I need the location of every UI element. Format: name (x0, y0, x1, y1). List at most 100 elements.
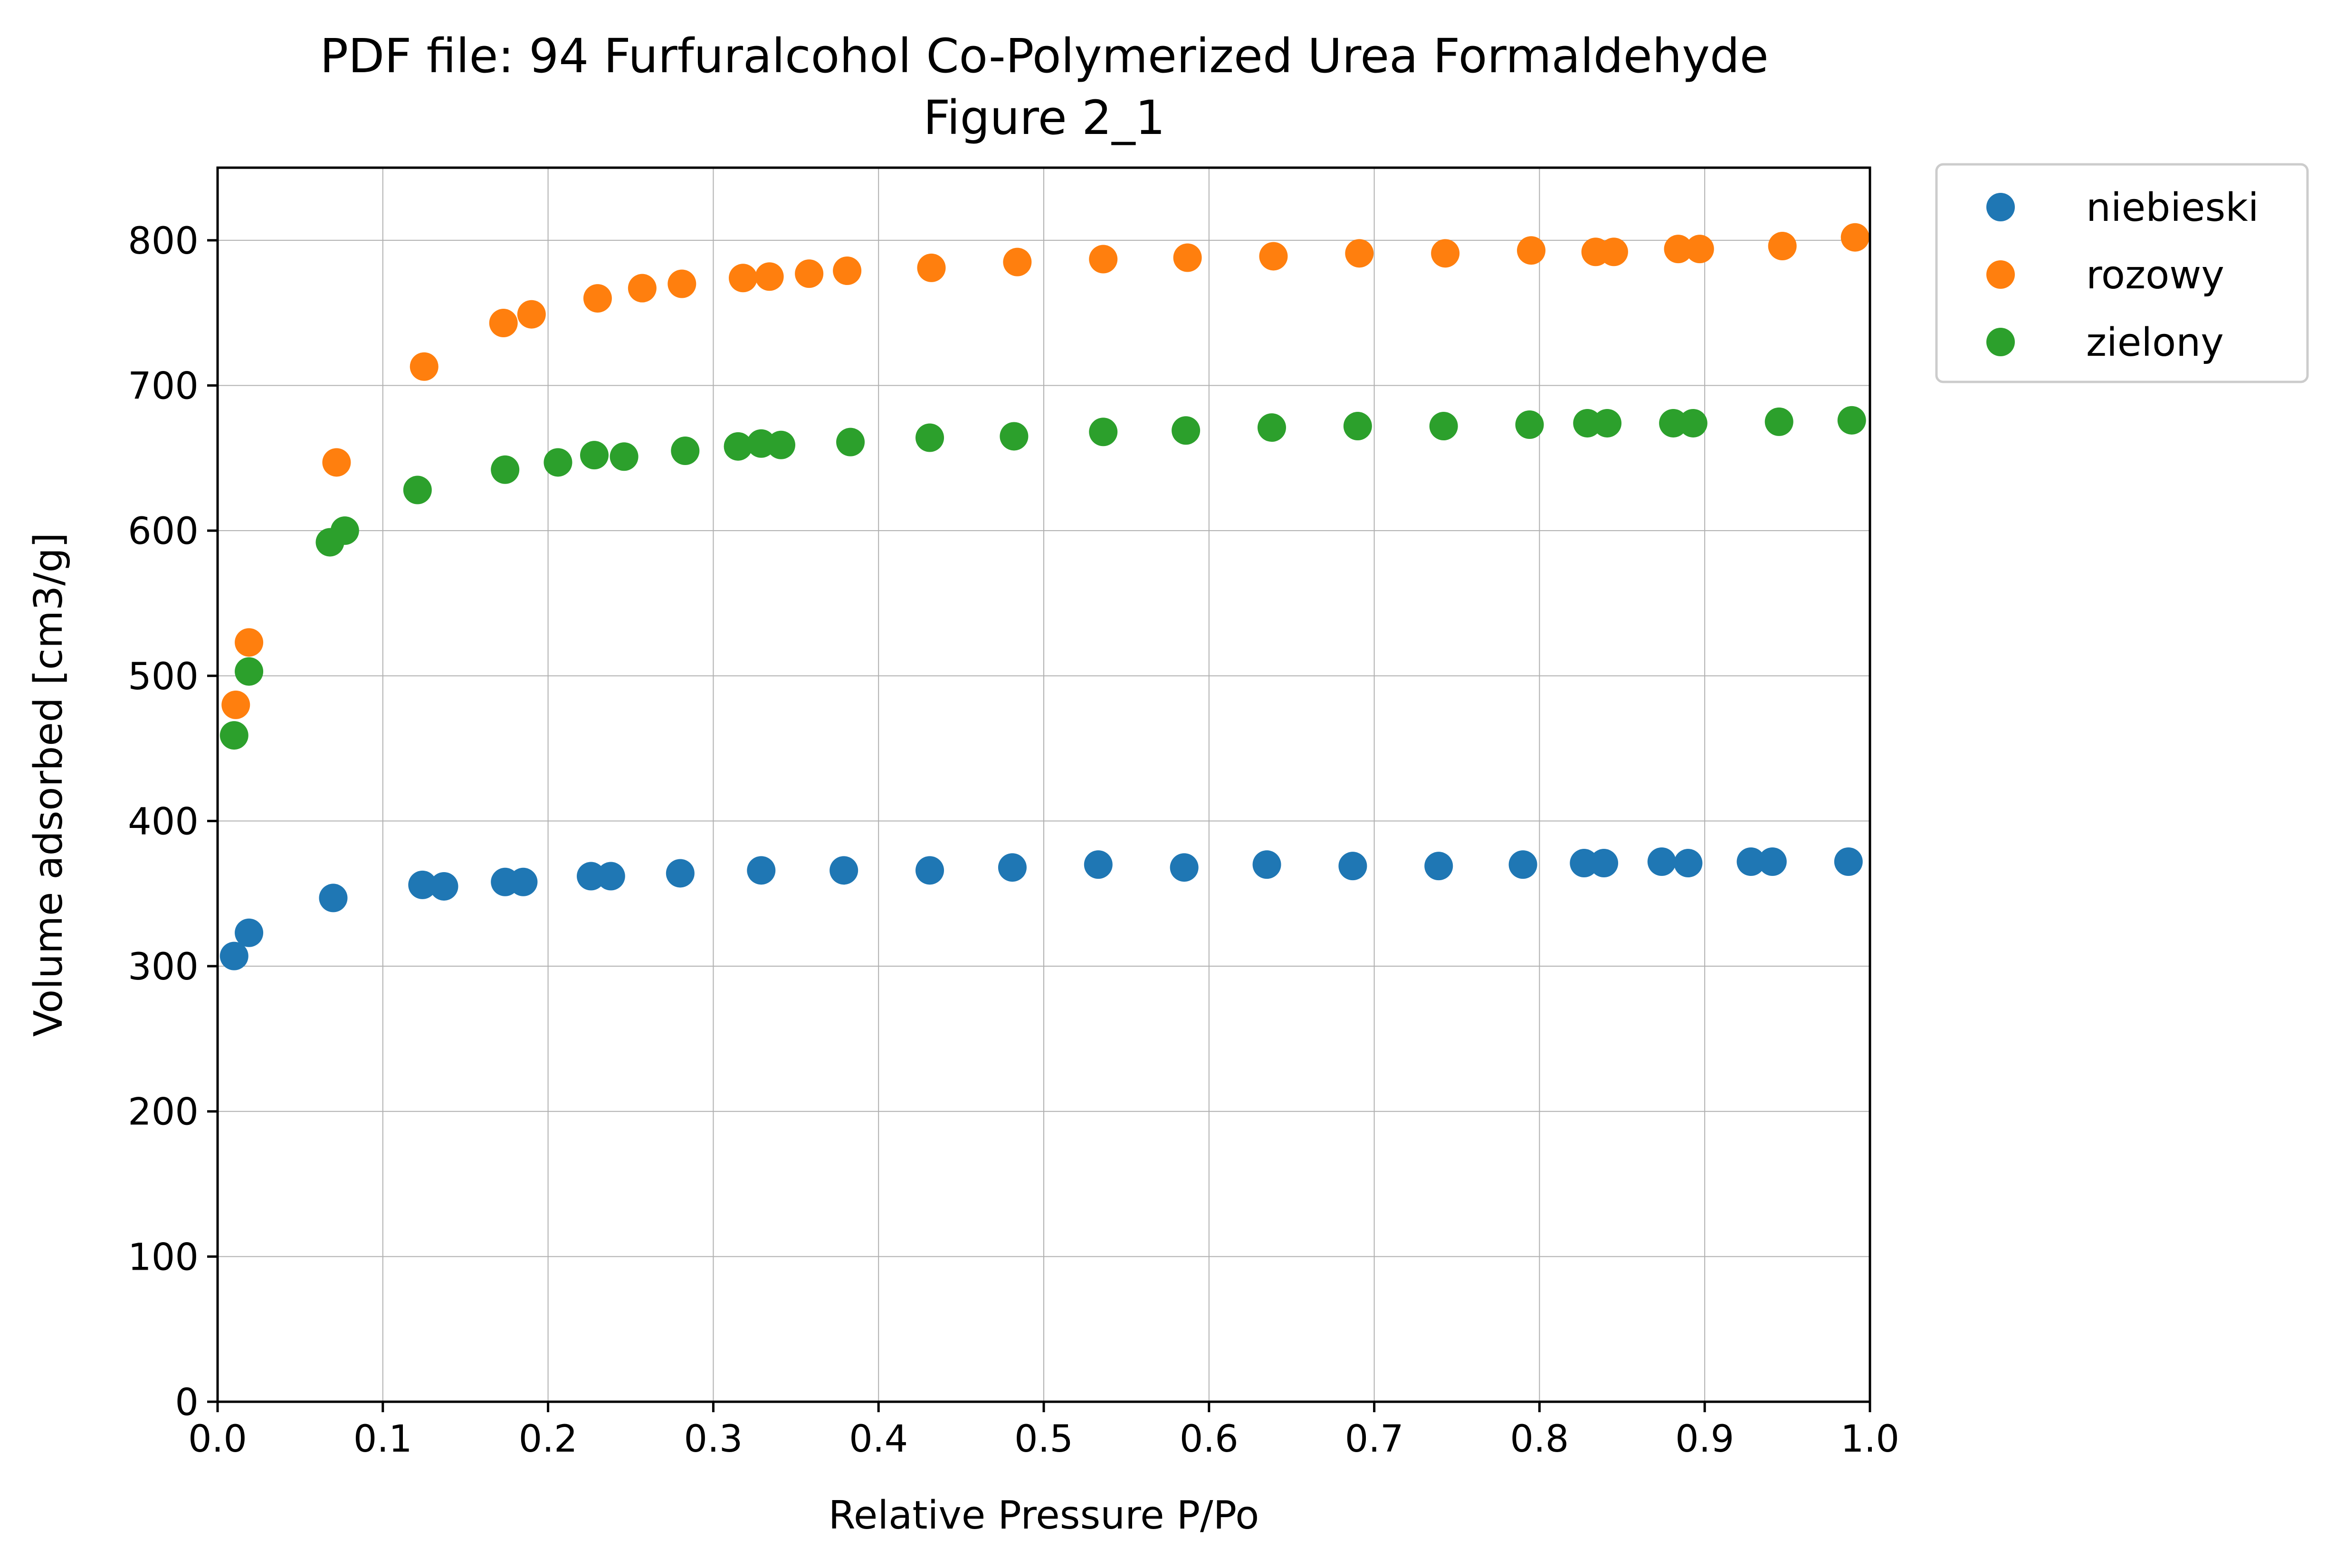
data-point (1570, 849, 1599, 878)
data-point (1431, 239, 1460, 268)
legend-marker (1986, 328, 2015, 356)
data-point (724, 432, 753, 461)
data-point (403, 475, 432, 504)
data-point (766, 430, 795, 459)
legend-label: rozowy (2086, 253, 2224, 298)
data-point (580, 441, 609, 470)
data-point (491, 455, 520, 484)
data-point (1170, 853, 1199, 882)
data-point (671, 437, 700, 466)
x-tick-label: 0.7 (1345, 1418, 1404, 1461)
y-tick-label: 400 (128, 800, 199, 843)
data-point (1252, 850, 1281, 879)
chart-title: PDF file: 94 Furfuralcohol Co-Polymerize… (320, 29, 1768, 84)
y-tick-label: 300 (128, 946, 199, 988)
data-point (1659, 409, 1688, 437)
data-point (1664, 235, 1693, 264)
data-point (610, 442, 639, 471)
data-point (915, 423, 944, 452)
data-point (221, 690, 250, 719)
data-point (755, 262, 784, 291)
data-point (830, 856, 858, 885)
series-niebieski (219, 847, 1863, 970)
y-tick-label: 500 (128, 656, 199, 698)
data-point (1837, 406, 1866, 435)
data-point (319, 884, 348, 912)
data-point (998, 853, 1027, 882)
data-point (596, 862, 625, 891)
data-point (1429, 412, 1458, 441)
data-point (1678, 409, 1707, 437)
data-point (577, 862, 606, 891)
data-point (489, 309, 518, 338)
axis-ticks: 0.0 0.1 0.2 0.3 0.4 0.5 0.6 0.7 0.8 0.9 1.0 0 100 200… (128, 220, 1899, 1461)
data-point (1758, 847, 1787, 876)
y-tick-label: 600 (128, 510, 199, 553)
data-point (322, 448, 351, 477)
data-point (1685, 235, 1714, 264)
data-point (915, 856, 944, 885)
x-tick-label: 0.2 (519, 1418, 578, 1461)
x-tick-label: 0.1 (353, 1418, 412, 1461)
series-rozowy (221, 223, 1869, 719)
data-point (517, 300, 546, 329)
data-point (1517, 236, 1546, 265)
data-point (1647, 847, 1676, 876)
data-point (235, 918, 264, 947)
data-point (410, 352, 439, 381)
data-point (666, 859, 695, 888)
data-point (1590, 849, 1619, 878)
data-point (583, 284, 612, 313)
data-point (1515, 410, 1544, 439)
data-point (836, 428, 865, 456)
x-tick-label: 0.5 (1014, 1418, 1073, 1461)
data-point (1084, 850, 1113, 879)
chart-subtitle: Figure 2_1 (923, 91, 1165, 145)
x-tick-label: 0.9 (1675, 1418, 1734, 1461)
data-point (1089, 418, 1118, 447)
legend-label: zielony (2086, 320, 2224, 365)
y-tick-label: 200 (128, 1091, 199, 1134)
legend-marker (1986, 260, 2015, 289)
data-point (1674, 849, 1703, 878)
data-point (667, 269, 696, 298)
data-point (543, 448, 572, 477)
data-point (219, 941, 248, 970)
x-tick-label: 0.4 (849, 1418, 908, 1461)
data-point (1834, 847, 1863, 876)
y-tick-label: 0 (175, 1381, 199, 1424)
data-point (1257, 413, 1286, 442)
data-point (408, 870, 437, 899)
legend-box (1935, 163, 2309, 383)
data-point (1173, 243, 1202, 272)
data-point (1508, 850, 1537, 879)
x-tick-label: 0.0 (188, 1418, 247, 1461)
data-point (1338, 852, 1367, 881)
data-point (1592, 409, 1621, 437)
y-tick-label: 700 (128, 365, 199, 408)
data-point (235, 657, 264, 686)
data-point (1000, 422, 1029, 451)
data-point (509, 867, 538, 896)
legend-label: niebieski (2086, 185, 2259, 230)
y-tick-label: 800 (128, 220, 199, 263)
data-point (1345, 239, 1374, 268)
data-point (1343, 412, 1372, 441)
legend-items: niebieski rozowy zielony (1986, 185, 2259, 365)
data-point (747, 856, 776, 885)
legend-marker (1986, 193, 2015, 221)
series-zielony (219, 406, 1866, 750)
x-tick-label: 0.8 (1510, 1418, 1569, 1461)
x-tick-label: 1.0 (1840, 1418, 1899, 1461)
data-point (795, 259, 824, 288)
data-point (833, 257, 862, 285)
y-axis-label: Volume adsorbed [cm3/g] (26, 532, 71, 1036)
data-point (1003, 247, 1032, 276)
data-point (330, 516, 359, 545)
x-axis-label: Relative Pressure P/Po (829, 1493, 1259, 1538)
data-point (1764, 407, 1793, 436)
data-points (219, 223, 1869, 970)
data-point (1599, 238, 1628, 266)
